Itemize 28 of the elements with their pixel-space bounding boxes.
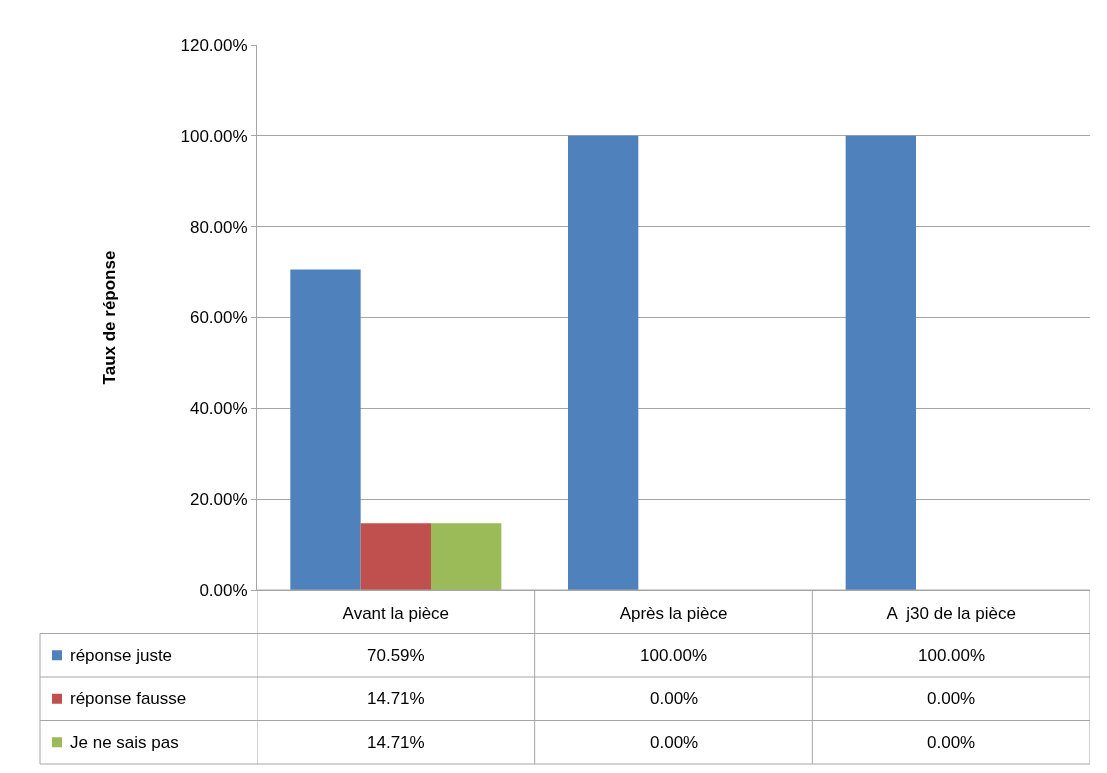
y-tick-label: 100.00%: [180, 126, 248, 146]
data-label: 100.00%: [640, 646, 708, 665]
y-tick-label: 40.00%: [189, 399, 248, 419]
bar: [845, 135, 916, 590]
data-label: 0.00%: [650, 689, 699, 708]
data-label: 14.71%: [367, 689, 425, 708]
x-tick-label: Après la pièce: [619, 604, 728, 624]
legend-label: réponse fausse: [70, 689, 187, 708]
x-tick-label: Avant la pièce: [342, 604, 450, 624]
y-axis-title: Taux de réponse: [100, 250, 120, 385]
legend-label: Je ne sais pas: [70, 733, 179, 752]
y-tick-label: 60.00%: [189, 308, 248, 328]
data-label: 0.00%: [927, 733, 976, 752]
bar: [567, 135, 639, 590]
y-tick-label: 20.00%: [189, 490, 248, 510]
data-label: 0.00%: [927, 689, 976, 708]
bar: [290, 269, 361, 590]
bar: [431, 523, 502, 590]
data-label: 70.59%: [367, 646, 425, 665]
y-tick-label: 120.00%: [180, 35, 248, 55]
data-label: 14.71%: [367, 733, 425, 752]
y-tick-label: 80.00%: [189, 217, 248, 237]
x-tick-label: A j30 de la pièce: [886, 604, 1016, 624]
y-tick-label: 0.00%: [199, 580, 248, 600]
data-label: 0.00%: [650, 733, 699, 752]
legend-label: réponse juste: [70, 646, 173, 665]
bar: [360, 523, 431, 590]
data-label: 100.00%: [918, 646, 986, 665]
